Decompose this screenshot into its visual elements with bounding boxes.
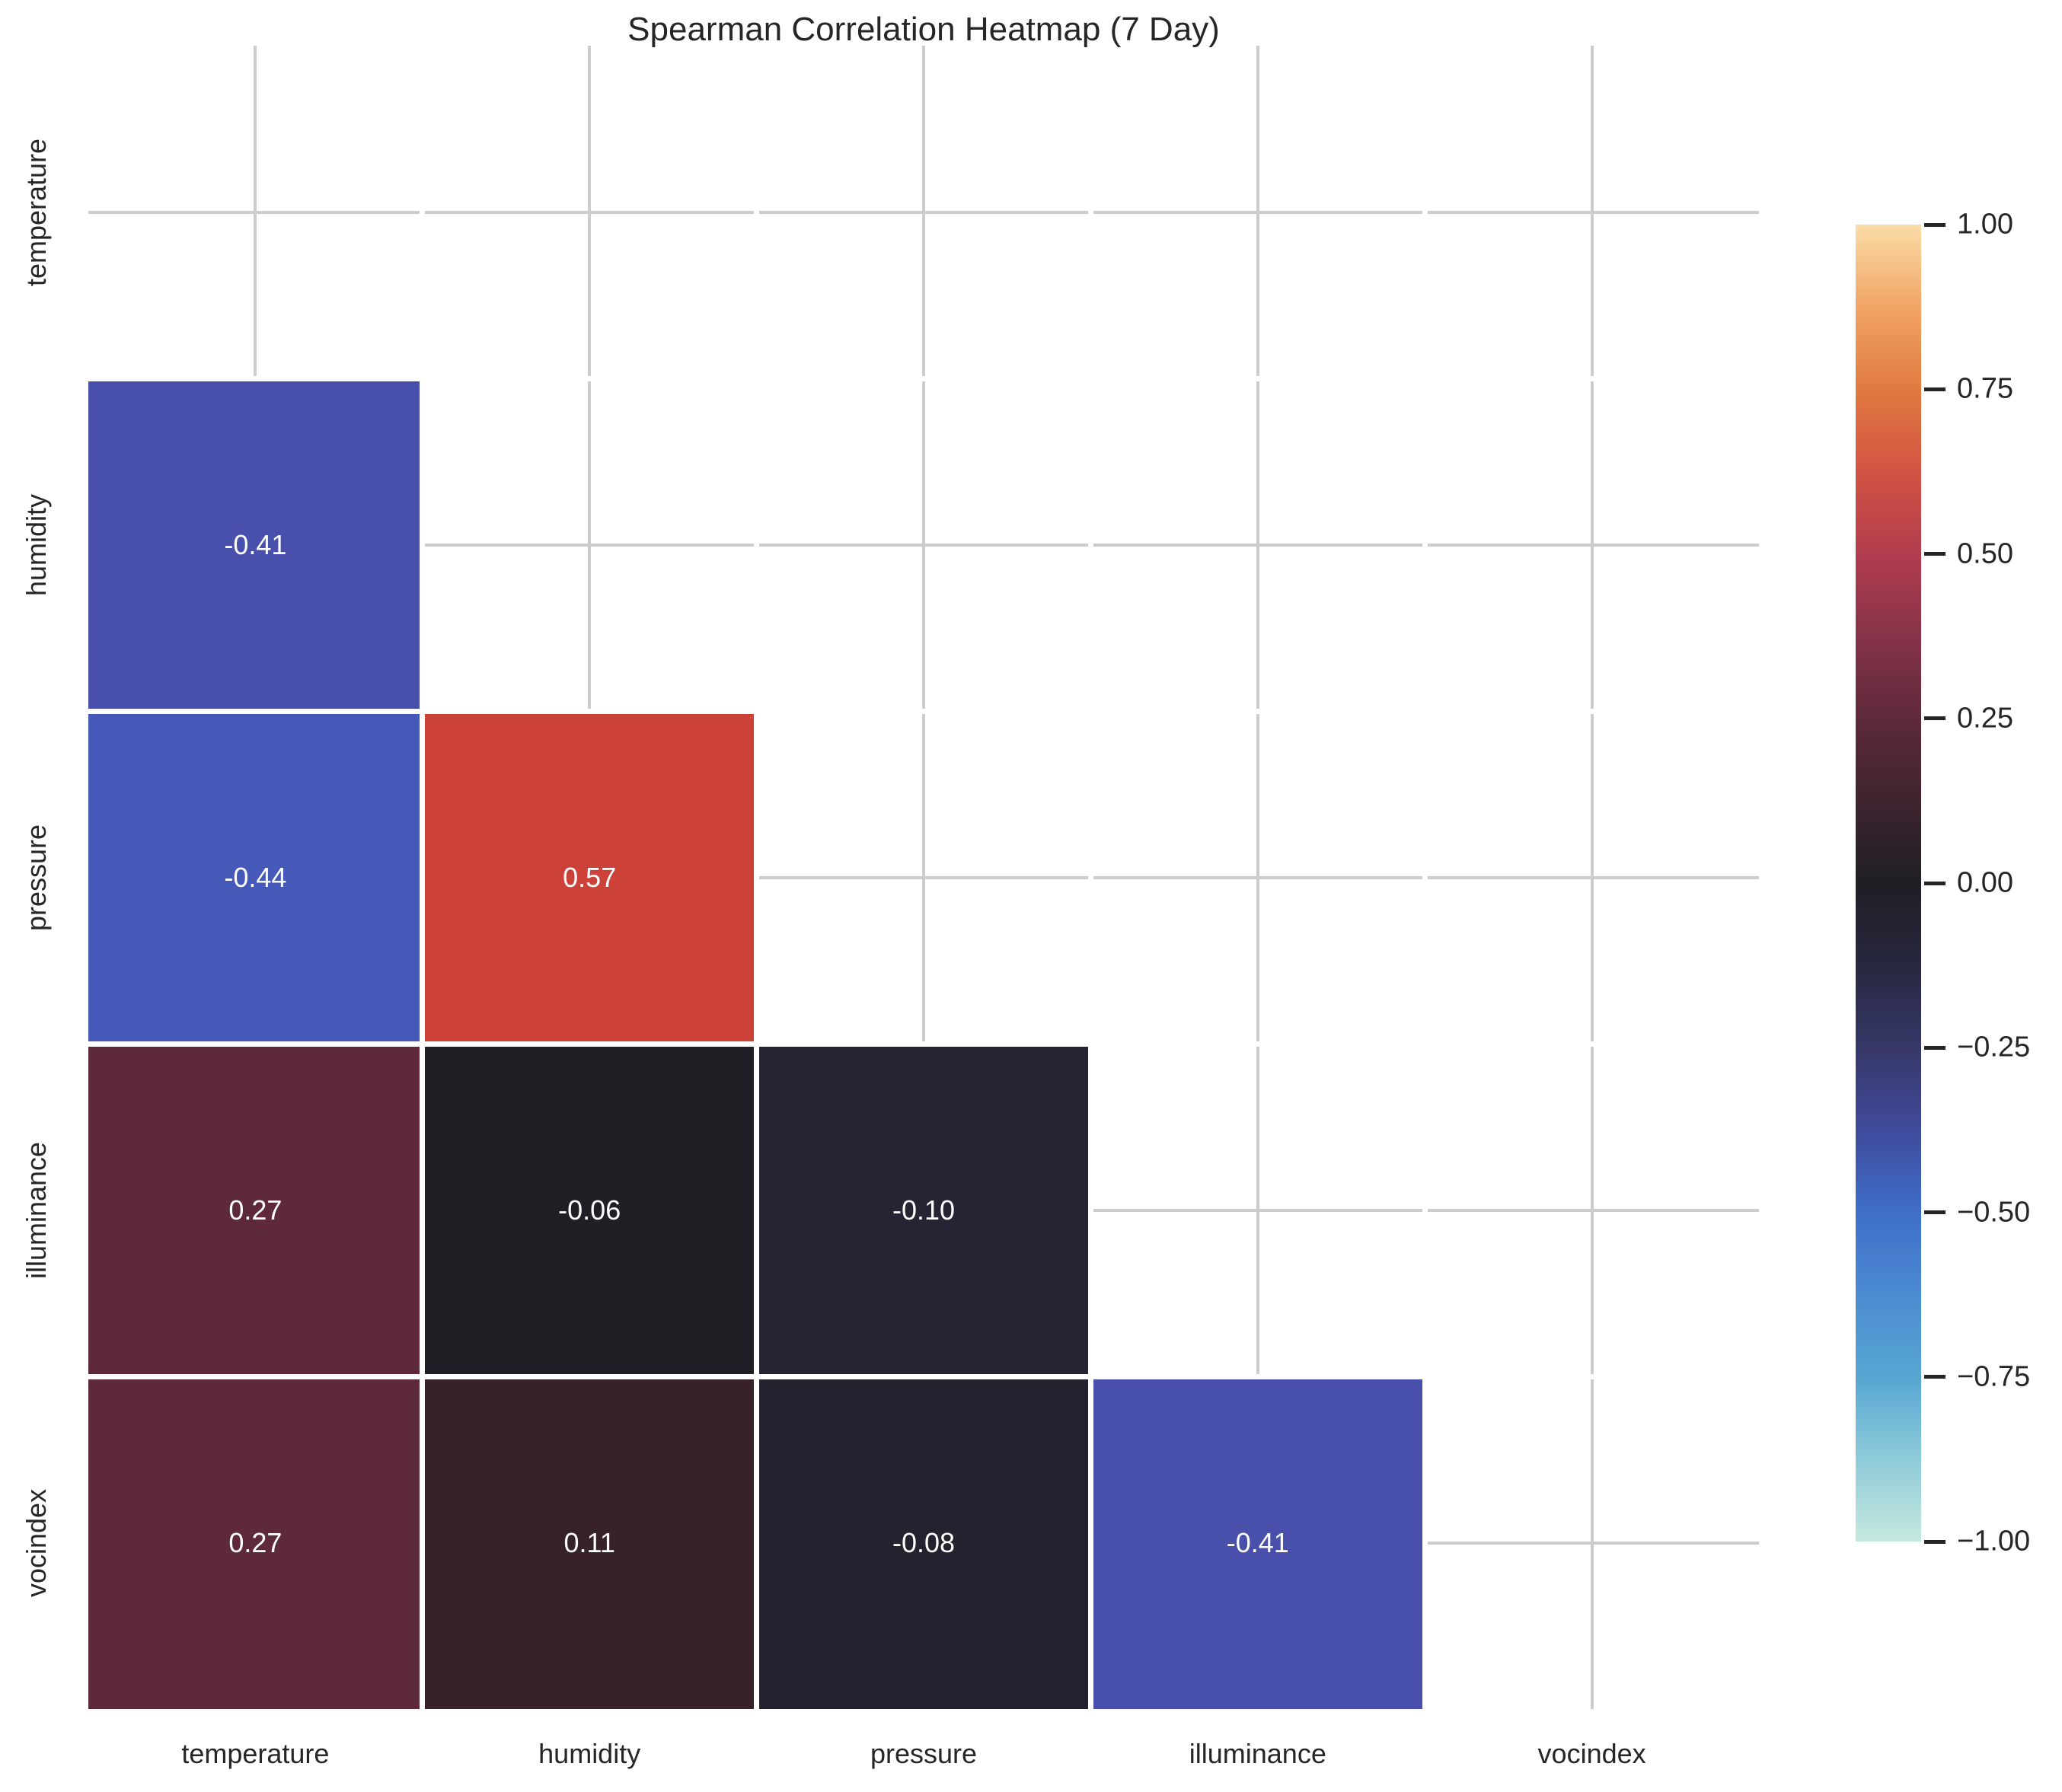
y-tick-label-vocindex: vocindex <box>21 1488 52 1597</box>
cell-value: -0.10 <box>892 1194 956 1226</box>
colorbar-tick-label: 0.00 <box>1957 866 2013 899</box>
colorbar-tick-label: 0.50 <box>1957 537 2013 569</box>
cell-value: 0.11 <box>563 1526 615 1558</box>
y-tick-label-illuminance: illuminance <box>21 1141 52 1279</box>
cell-value: -0.44 <box>224 861 287 893</box>
x-tick-label-humidity: humidity <box>538 1738 641 1769</box>
cell-value: -0.06 <box>558 1194 621 1226</box>
colorbar-tick-label: 1.00 <box>1957 208 2013 241</box>
cell-separator-vertical <box>1422 46 1428 1709</box>
cell-separator-horizontal <box>88 1041 1759 1047</box>
cell-separator-horizontal <box>88 375 1759 381</box>
colorbar-tick-mark <box>1924 1539 1945 1544</box>
cell-separator-vertical <box>1087 46 1093 1709</box>
cell-value: -0.08 <box>892 1526 956 1558</box>
x-tick-label-pressure: pressure <box>870 1738 978 1769</box>
cell-value: 0.27 <box>228 1526 282 1558</box>
cell-value: 0.57 <box>563 861 617 893</box>
cell-value: -0.41 <box>1226 1526 1289 1558</box>
heatmap-plot-area: -0.41 -0.44 0.57 0.27 -0.06 -0.10 0.27 0.11 -0.0… <box>88 46 1759 1709</box>
heatmap-cell-vocindex-illuminance: -0.41 <box>1090 1376 1425 1709</box>
heatmap-cell-vocindex-pressure: -0.08 <box>756 1376 1091 1709</box>
colorbar-gradient <box>1856 225 1921 1542</box>
gridline-vertical <box>1590 46 1594 1709</box>
colorbar-tick-label: 0.25 <box>1957 702 2013 735</box>
chart-title: Spearman Correlation Heatmap (7 Day) <box>627 11 1220 48</box>
colorbar-tick-mark <box>1924 881 1945 885</box>
colorbar-tick-mark <box>1924 716 1945 721</box>
x-tick-label-vocindex: vocindex <box>1537 1738 1646 1769</box>
x-tick-label-temperature: temperature <box>181 1738 330 1769</box>
cell-value: -0.41 <box>224 528 287 560</box>
heatmap-cell-vocindex-humidity: 0.11 <box>422 1376 757 1709</box>
colorbar-tick-mark <box>1924 222 1945 227</box>
colorbar-tick-label: −0.75 <box>1957 1360 2031 1393</box>
heatmap-cell-illuminance-humidity: -0.06 <box>422 1044 757 1376</box>
colorbar-tick-mark <box>1924 1210 1945 1214</box>
gridline-vertical <box>1256 46 1259 1709</box>
heatmap-cell-pressure-temperature: -0.44 <box>88 711 423 1044</box>
cell-separator-horizontal <box>88 708 1759 714</box>
cell-separator-horizontal <box>88 1373 1759 1379</box>
y-tick-label-humidity: humidity <box>21 493 52 596</box>
colorbar-tick-mark <box>1924 387 1945 391</box>
colorbar-tick-label: −0.50 <box>1957 1196 2031 1228</box>
heatmap-cell-vocindex-temperature: 0.27 <box>88 1376 423 1709</box>
cell-value: 0.27 <box>228 1194 282 1226</box>
x-tick-label-illuminance: illuminance <box>1189 1738 1326 1769</box>
colorbar-tick-label: −1.00 <box>1957 1525 2031 1558</box>
heatmap-cell-illuminance-pressure: -0.10 <box>756 1044 1091 1376</box>
cell-separator-vertical <box>754 46 760 1709</box>
colorbar-tick-label: −0.25 <box>1957 1031 2031 1063</box>
heatmap-cell-pressure-humidity: 0.57 <box>422 711 757 1044</box>
y-tick-label-pressure: pressure <box>21 824 52 931</box>
colorbar-tick-label: 0.75 <box>1957 372 2013 405</box>
heatmap-cell-illuminance-temperature: 0.27 <box>88 1044 423 1376</box>
colorbar-tick-mark <box>1924 1375 1945 1379</box>
colorbar-tick-mark <box>1924 552 1945 556</box>
gridline-horizontal <box>88 875 1759 879</box>
colorbar-tick-mark <box>1924 1045 1945 1050</box>
y-tick-label-temperature: temperature <box>21 138 52 286</box>
heatmap-cell-humidity-temperature: -0.41 <box>88 378 423 711</box>
cell-separator-vertical <box>420 46 426 1709</box>
